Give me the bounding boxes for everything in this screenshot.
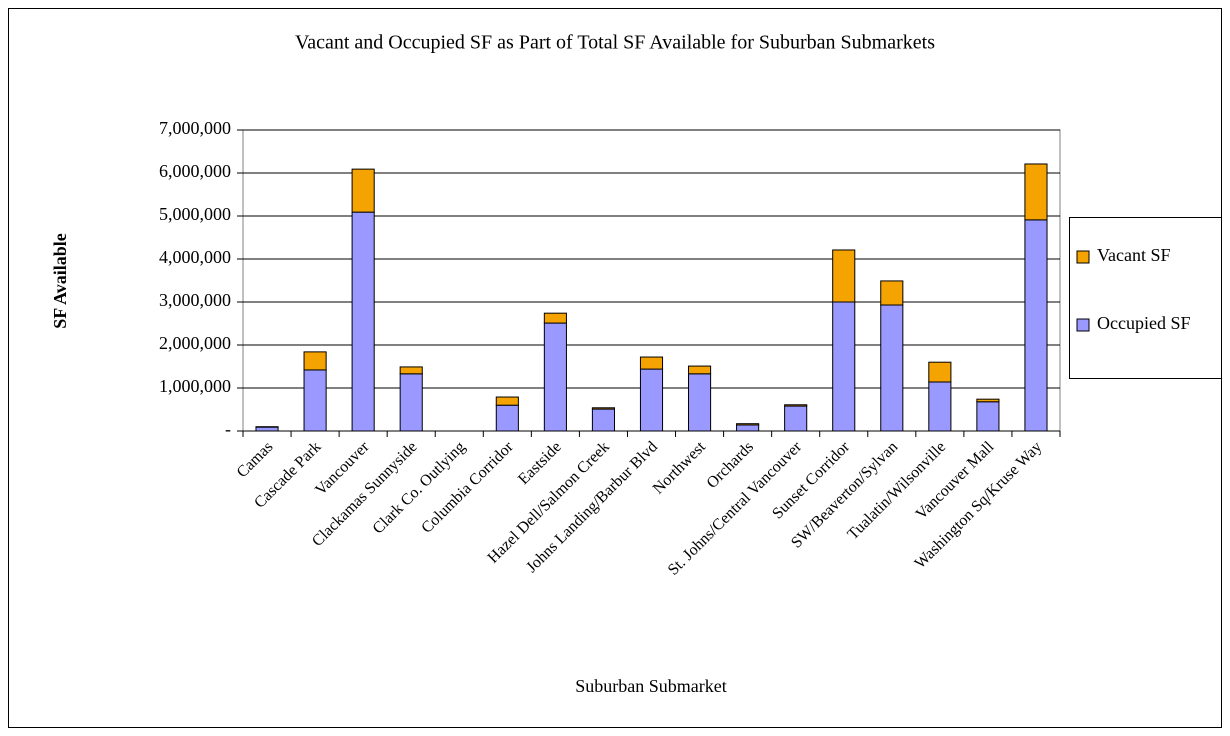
bar-segment <box>976 401 1000 432</box>
bar-segment <box>880 280 904 306</box>
bar-segment <box>832 249 856 303</box>
bar-segment <box>1024 219 1048 432</box>
bar-segment <box>688 365 712 375</box>
x-axis-label: Suburban Submarket <box>575 676 726 696</box>
bar-segment <box>688 373 712 432</box>
y-tick-label: 3,000,000 <box>159 290 231 310</box>
bar-segment <box>543 312 567 324</box>
bar-segment <box>303 351 327 371</box>
bar-segment <box>880 304 904 432</box>
bar-segment <box>351 168 375 213</box>
bar-segment <box>928 361 952 383</box>
bar-segment <box>543 322 567 432</box>
bar-segment <box>495 404 519 432</box>
bar-segment <box>303 369 327 432</box>
y-axis-label: SF Available <box>50 233 70 329</box>
y-tick-label: 5,000,000 <box>159 204 231 224</box>
bar-segment <box>639 368 664 432</box>
chart-title: Vacant and Occupied SF as Part of Total … <box>295 32 935 54</box>
y-tick-label: 7,000,000 <box>159 118 231 138</box>
bar-segment <box>399 373 423 432</box>
bar-segment <box>832 301 856 432</box>
bar-segment <box>1024 163 1048 221</box>
bar-segment <box>399 366 423 375</box>
bar-segment <box>928 381 952 432</box>
y-tick-label: 2,000,000 <box>159 333 231 353</box>
legend-box <box>1069 217 1222 379</box>
bar-segment <box>976 398 1000 403</box>
legend-label: Occupied SF <box>1097 313 1191 333</box>
legend-swatch <box>1076 318 1090 332</box>
y-tick-label: - <box>225 419 231 439</box>
bar-segment <box>495 396 519 406</box>
bar-segment <box>351 211 375 432</box>
bar-segment <box>736 424 760 432</box>
legend-label: Vacant SF <box>1097 245 1171 265</box>
bar-segment <box>591 407 615 410</box>
bar-segment <box>255 426 279 432</box>
bar-segment <box>639 356 664 370</box>
y-tick-label: 4,000,000 <box>159 247 231 267</box>
bar-segment <box>784 405 808 432</box>
y-tick-label: 1,000,000 <box>159 376 231 396</box>
bar-segment <box>784 404 808 407</box>
legend-swatch <box>1076 250 1090 264</box>
bar-segment <box>736 423 760 426</box>
y-tick-label: 6,000,000 <box>159 161 231 181</box>
bar-segment <box>591 408 615 432</box>
